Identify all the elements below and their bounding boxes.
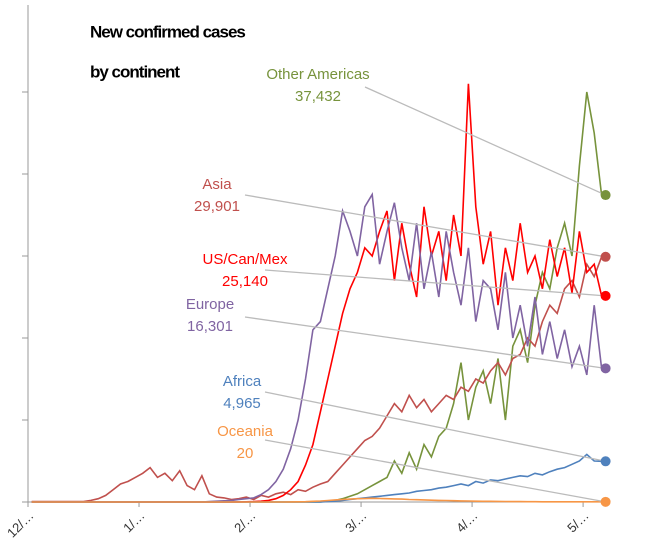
series-line <box>31 453 602 503</box>
end-dot <box>600 190 611 201</box>
chart-title: by continent <box>90 62 180 81</box>
leader-line <box>244 194 606 258</box>
end-dot <box>600 251 611 262</box>
end-dot <box>600 363 611 374</box>
leader-line <box>364 86 606 196</box>
value-label: 29,901 <box>194 198 240 215</box>
series-name: Oceania <box>217 423 274 440</box>
x-tick-label: 4/… <box>453 508 480 535</box>
leader-line <box>264 391 606 462</box>
series-line <box>31 497 602 503</box>
value-label: 25,140 <box>222 273 268 290</box>
series-line <box>31 256 603 503</box>
chart-title: New confirmed cases <box>90 22 245 41</box>
value-label: 20 <box>237 445 254 462</box>
series-name: Africa <box>223 373 262 390</box>
series-line <box>31 91 603 503</box>
leader-line <box>264 439 606 503</box>
series-line <box>31 192 603 503</box>
end-dot <box>600 290 611 301</box>
series-name: Other Americas <box>266 66 369 83</box>
value-label: 4,965 <box>223 395 261 412</box>
x-tick-label: 3/… <box>342 508 369 535</box>
series-line <box>31 83 603 503</box>
x-tick-label: 5/… <box>564 508 591 535</box>
x-tick-label: 12/… <box>4 508 37 540</box>
end-dot <box>600 496 611 507</box>
value-label: 37,432 <box>295 88 341 105</box>
series-name: Asia <box>202 176 232 193</box>
leader-line <box>264 269 606 297</box>
x-tick-label: 1/… <box>120 508 147 535</box>
value-label: 16,301 <box>187 318 233 335</box>
series-name: US/Can/Mex <box>202 251 288 268</box>
end-dot <box>600 456 611 467</box>
leader-line <box>244 316 606 369</box>
series-name: Europe <box>186 296 234 313</box>
x-tick-label: 2/… <box>231 508 258 535</box>
